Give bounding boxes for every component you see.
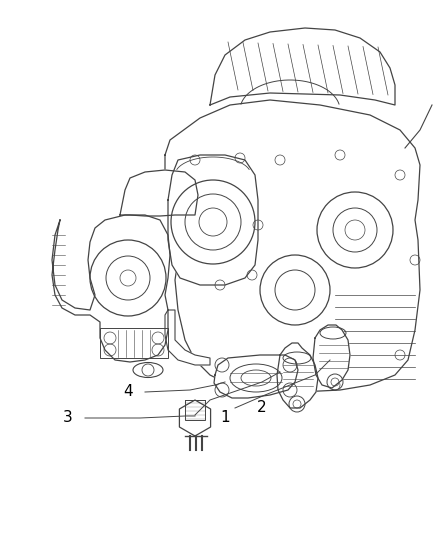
Polygon shape [168,155,258,285]
Text: 3: 3 [63,410,73,425]
Bar [100,328,168,358]
Bar [185,400,205,420]
Polygon shape [52,215,170,362]
Polygon shape [180,400,211,436]
Polygon shape [214,355,298,398]
Polygon shape [120,170,198,216]
Polygon shape [277,343,318,408]
Polygon shape [313,325,350,388]
Polygon shape [165,310,210,365]
Text: 1: 1 [220,410,230,425]
Text: 4: 4 [123,384,133,400]
Polygon shape [165,100,420,392]
Text: 2: 2 [257,400,267,416]
Polygon shape [210,28,395,105]
